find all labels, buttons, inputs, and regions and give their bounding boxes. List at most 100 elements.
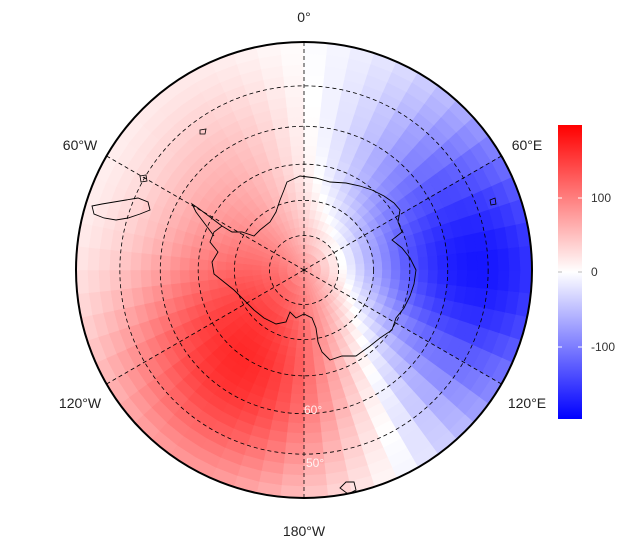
- field-cell: [129, 251, 142, 271]
- field-cell: [466, 251, 479, 271]
- field-cell: [303, 154, 317, 166]
- field-cell: [466, 269, 479, 289]
- field-cell: [287, 191, 298, 203]
- field-cell: [338, 265, 348, 271]
- field-cell: [234, 262, 244, 271]
- field-cell: [281, 474, 305, 487]
- field-cell: [390, 259, 401, 271]
- lat-label-50: 50°: [306, 456, 324, 470]
- field-cell: [399, 258, 411, 271]
- field-cell: [303, 74, 325, 88]
- field-cell: [292, 365, 305, 377]
- field-cell: [169, 255, 181, 271]
- field-cell: [179, 269, 190, 284]
- field-cell: [303, 182, 314, 193]
- field-cell: [303, 95, 323, 108]
- field-cell: [291, 154, 305, 166]
- field-cell: [476, 250, 489, 271]
- field-cell: [364, 262, 374, 271]
- field-cell: [303, 191, 313, 202]
- meridian-line: [303, 269, 502, 385]
- field-cell: [380, 251, 392, 263]
- field-cell: [437, 269, 449, 286]
- field-cell: [303, 432, 323, 445]
- field-cell: [303, 347, 314, 358]
- field-cell: [285, 432, 305, 445]
- field-cell: [284, 85, 305, 98]
- field-cell: [508, 247, 521, 271]
- field-cell: [286, 422, 305, 434]
- field-cell: [303, 125, 320, 137]
- field-cell: [285, 95, 305, 108]
- field-cell: [303, 365, 316, 377]
- field-cell: [285, 182, 297, 194]
- field-cell: [303, 321, 311, 332]
- field-cell: [390, 269, 401, 281]
- field-cell: [281, 53, 305, 66]
- south-georgia: [199, 128, 207, 135]
- field-cell: [169, 269, 181, 285]
- field-cell: [108, 269, 122, 291]
- field-cell: [456, 252, 468, 271]
- antarctic-peninsula: [190, 202, 223, 237]
- colorbar-label-0: 0: [591, 265, 598, 279]
- field-cell: [303, 330, 312, 340]
- field-cell: [303, 64, 326, 77]
- field-cell: [289, 393, 305, 405]
- field-cell: [279, 42, 305, 55]
- field-cell: [418, 256, 429, 271]
- lon-label-0: 0°: [297, 9, 310, 25]
- field-cell: [303, 338, 313, 349]
- field-cell: [381, 269, 392, 280]
- field-cell: [476, 269, 489, 290]
- field-cell: [150, 253, 162, 271]
- field-cell: [303, 356, 315, 367]
- field-cell: [197, 258, 209, 271]
- field-cell: [292, 163, 305, 175]
- lon-label-60e: 60°E: [512, 137, 543, 153]
- colorbar-label-neg100: -100: [591, 340, 615, 354]
- falkland-islands: [139, 174, 148, 183]
- field-cell: [108, 249, 122, 271]
- field-cell: [427, 269, 439, 285]
- field-cell: [303, 200, 312, 210]
- field-cell: [303, 53, 327, 66]
- lon-label-120e: 120°E: [508, 395, 546, 411]
- field-cell: [303, 106, 322, 118]
- field-cell: [346, 264, 357, 271]
- field-cell: [293, 356, 305, 367]
- field-cell: [242, 269, 253, 277]
- field-cell: [225, 269, 236, 279]
- field-cell: [159, 254, 171, 271]
- field-cell: [129, 269, 142, 289]
- field-cell: [290, 145, 305, 156]
- field-cell: [87, 247, 100, 271]
- field-cell: [188, 269, 200, 283]
- field-cell: [303, 485, 329, 498]
- field-cell: [355, 263, 366, 271]
- field-cell: [188, 257, 200, 271]
- field-cell: [497, 248, 510, 271]
- field-cell: [372, 261, 383, 271]
- colorbar: 100 0 -100: [558, 125, 615, 419]
- field-cell: [251, 269, 262, 276]
- field-cell: [508, 269, 521, 293]
- kerguelen-islands: [489, 197, 497, 206]
- field-cell: [290, 384, 305, 395]
- field-cell: [437, 254, 449, 271]
- field-cell: [303, 442, 324, 455]
- meridian-line: [106, 269, 305, 385]
- field-cell: [216, 260, 227, 271]
- field-cell: [297, 208, 305, 219]
- field-cell: [179, 256, 190, 271]
- graticule: [106, 42, 502, 498]
- field-cell: [427, 255, 439, 271]
- field-cell: [303, 422, 322, 434]
- field-cell: [140, 269, 152, 288]
- field-cell: [291, 374, 305, 386]
- field-cell: [87, 269, 100, 293]
- field-cell: [140, 252, 152, 271]
- field-cell: [497, 269, 510, 292]
- field-cell: [283, 74, 305, 88]
- field-cell: [286, 106, 305, 118]
